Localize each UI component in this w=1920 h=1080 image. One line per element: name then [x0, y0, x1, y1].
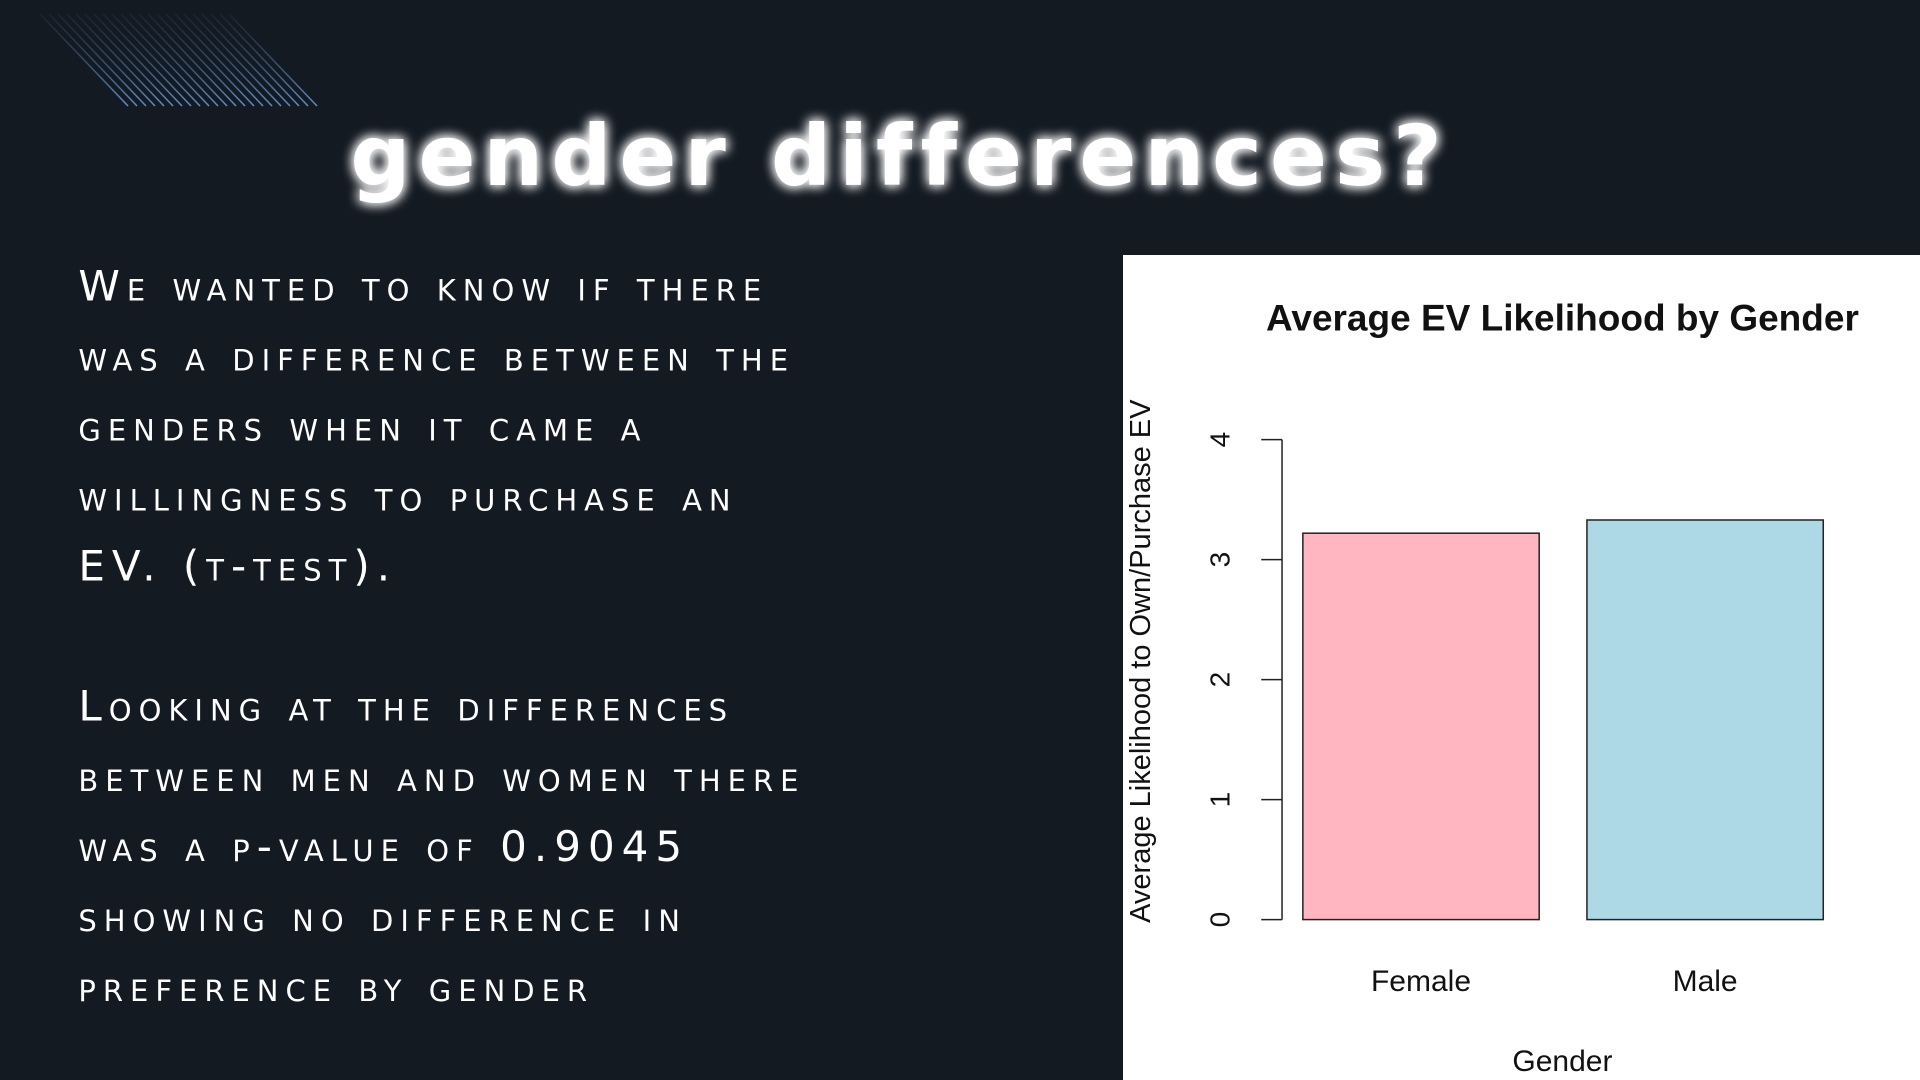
y-tick-label: 2 — [1204, 672, 1235, 688]
y-tick-label: 4 — [1204, 432, 1235, 448]
bar — [1302, 532, 1540, 921]
slide-title: gender differences? — [350, 107, 1449, 205]
x-tick-label: Male — [1673, 965, 1738, 998]
stripe — [138, 13, 228, 107]
decoration — [39, 13, 318, 107]
y-axis-label: Average Likelihood to Own/Purchase EV — [1125, 399, 1157, 923]
body-line: was a p-value of 0.9045 — [78, 822, 689, 871]
stripe — [192, 13, 282, 107]
stripe — [75, 13, 165, 107]
y-tick-label: 3 — [1204, 552, 1235, 568]
body-line: was a difference between the — [78, 332, 795, 381]
body-line: preference by gender — [78, 962, 594, 1011]
stripe — [165, 13, 255, 107]
x-tick-label: Female — [1371, 965, 1471, 998]
body-line: Looking at the differences — [78, 682, 734, 731]
stripe — [102, 13, 192, 107]
stripe — [156, 13, 246, 107]
stripe — [174, 13, 264, 107]
body-line: EV. (t-test). — [78, 542, 397, 591]
body-line: willingness to purchase an — [78, 472, 737, 521]
stripe — [120, 13, 210, 107]
stripe — [93, 13, 183, 107]
stripe — [201, 13, 291, 107]
stripe — [66, 13, 156, 107]
chart-title: Average EV Likelihood by Gender — [1266, 298, 1859, 339]
stripe — [111, 13, 201, 107]
body-line: We wanted to know if there — [78, 261, 768, 310]
stripe — [84, 13, 174, 107]
body-line: showing no difference in — [78, 892, 687, 941]
bar — [1586, 519, 1825, 921]
stripe — [39, 13, 129, 107]
stripe — [210, 13, 300, 107]
body-line: genders when it came a — [78, 402, 647, 451]
stripe — [183, 13, 273, 107]
x-axis-label: Gender — [1512, 1045, 1612, 1078]
y-tick-label: 1 — [1204, 792, 1235, 808]
stripe — [57, 13, 147, 107]
stripe — [48, 13, 138, 107]
stripe — [219, 13, 309, 107]
body-text: We wanted to know if there was a differen… — [78, 261, 805, 1011]
chart: Average EV Likelihood by Gender Average L… — [1125, 298, 1859, 1078]
body-line: between men and women there — [78, 752, 805, 801]
stripe — [129, 13, 219, 107]
stripe — [147, 13, 237, 107]
y-tick-label: 0 — [1204, 912, 1235, 928]
stripe — [228, 13, 318, 107]
